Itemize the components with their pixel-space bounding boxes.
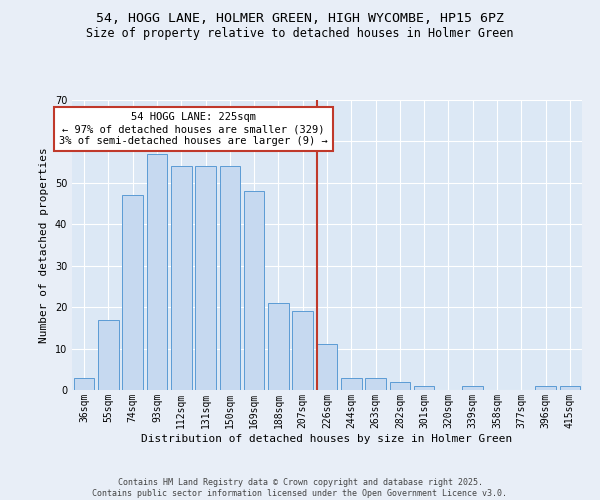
Text: Size of property relative to detached houses in Holmer Green: Size of property relative to detached ho… (86, 28, 514, 40)
Bar (389, 382, 410, 390)
Bar (463, 386, 483, 390)
Bar (171, 166, 191, 390)
Bar (74, 378, 94, 390)
Bar (341, 378, 362, 390)
Bar (365, 378, 386, 390)
Text: 54, HOGG LANE, HOLMER GREEN, HIGH WYCOMBE, HP15 6PZ: 54, HOGG LANE, HOLMER GREEN, HIGH WYCOMB… (96, 12, 504, 26)
Text: 54 HOGG LANE: 225sqm
← 97% of detached houses are smaller (329)
3% of semi-detac: 54 HOGG LANE: 225sqm ← 97% of detached h… (59, 112, 328, 146)
Bar (122, 196, 143, 390)
Bar (560, 386, 580, 390)
Bar (292, 312, 313, 390)
Bar (195, 166, 216, 390)
Bar (220, 166, 240, 390)
Bar (414, 386, 434, 390)
Bar (317, 344, 337, 390)
Text: Contains HM Land Registry data © Crown copyright and database right 2025.
Contai: Contains HM Land Registry data © Crown c… (92, 478, 508, 498)
Bar (244, 191, 265, 390)
Bar (268, 303, 289, 390)
Bar (535, 386, 556, 390)
X-axis label: Distribution of detached houses by size in Holmer Green: Distribution of detached houses by size … (142, 434, 512, 444)
Bar (98, 320, 119, 390)
Bar (146, 154, 167, 390)
Y-axis label: Number of detached properties: Number of detached properties (39, 147, 49, 343)
